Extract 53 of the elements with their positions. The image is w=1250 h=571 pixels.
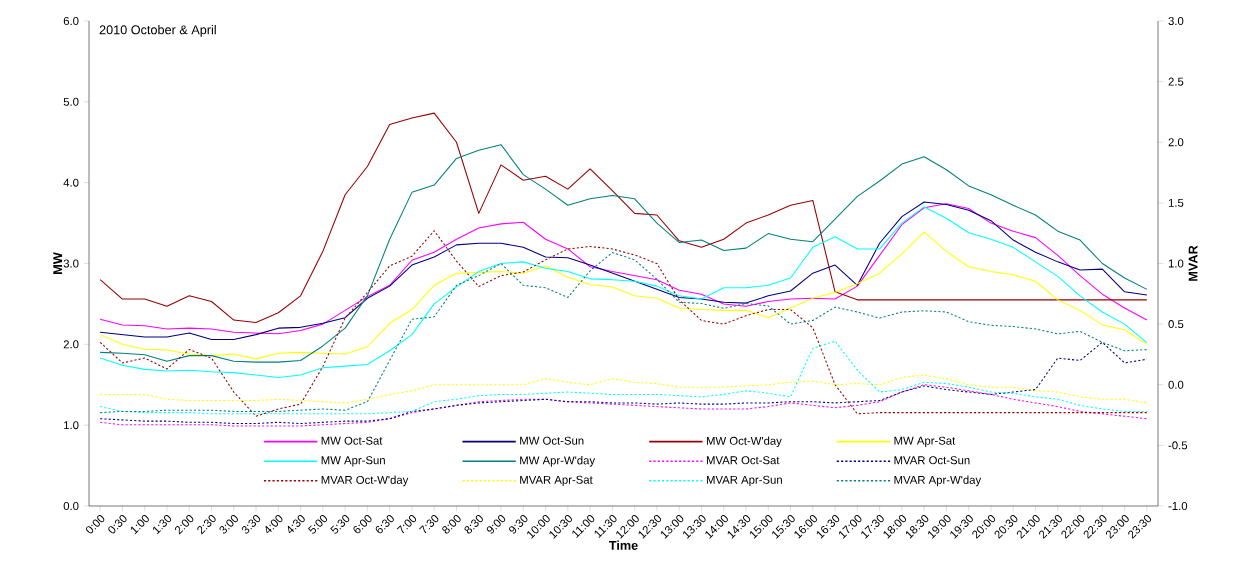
x-tick-label: 1:30 [153, 515, 172, 535]
x-tick-label: 2:30 [197, 515, 216, 535]
x-tick-label: 5:30 [330, 515, 350, 534]
y2-tick-label: -0.5 [1168, 441, 1188, 450]
y2-tick-label: 0.5 [1168, 320, 1184, 329]
y-tick-label: 2.0 [63, 340, 79, 349]
x-tick-label: 7:00 [396, 515, 417, 534]
legend-label: MVAR Oct-Sun [894, 456, 970, 465]
x-axis-title: Time [608, 540, 638, 550]
x-tick-label: 8:30 [464, 515, 483, 534]
x-tick-label: 9:00 [486, 515, 506, 534]
x-tick-label: 0:00 [86, 515, 105, 534]
y2-tick-label: 0.0 [1168, 380, 1184, 389]
chart-title: 2010 October & April [99, 24, 216, 37]
legend-label: MW Oct-W'day [706, 436, 782, 448]
x-tick-label: 3:30 [241, 515, 261, 534]
y-tick-label: 6.0 [63, 16, 79, 25]
legend-label: MW Oct-Sun [520, 436, 584, 445]
x-tick-label: 1:00 [130, 515, 149, 535]
y2-tick-label: 2.5 [1168, 77, 1184, 86]
legend-label: MW Oct-Sat [321, 436, 383, 445]
x-tick-label: 3:00 [219, 515, 238, 534]
x-tick-label: 4:00 [265, 515, 283, 534]
y2-tick-label: 1.0 [1168, 259, 1184, 268]
x-tick-label: 5:00 [308, 515, 328, 534]
legend-label: MVAR Apr-Sat [520, 475, 593, 487]
y-tick-label: 0.0 [63, 501, 79, 510]
x-tick-label: 4:30 [287, 515, 305, 534]
legend-label: MVAR Oct-Sat [706, 456, 780, 465]
legend-label: MVAR Apr-Sun [706, 475, 782, 487]
y-axis-title: MW [53, 252, 63, 274]
y-tick-label: 1.0 [64, 421, 79, 430]
line-series [99, 144, 1148, 363]
y-tick-label: 3.0 [63, 259, 79, 268]
x-tick-label: 9:30 [509, 515, 528, 534]
y2-tick-label: 1.5 [1168, 198, 1184, 207]
line-series [99, 231, 1148, 360]
legend-label: MW Apr-W'day [520, 456, 596, 467]
x-tick-label: 0:30 [108, 515, 127, 534]
legend-label: MVAR Apr-W'day [894, 475, 982, 487]
y2-tick-label: 2.0 [1168, 138, 1184, 147]
x-tick-label: 8:00 [442, 515, 461, 534]
legend-label: MW Apr-Sun [321, 456, 385, 467]
x-tick-label: 7:30 [419, 515, 439, 534]
y-tick-label: 4.0 [63, 178, 79, 187]
y2-axis-title: MVAR [1188, 245, 1198, 281]
x-tick-label: 6:30 [375, 515, 394, 534]
y2-tick-label: -1.0 [1168, 501, 1188, 510]
y-tick-label: 5.0 [63, 97, 79, 106]
x-tick-label: 6:00 [353, 515, 372, 534]
legend-label: MVAR Oct-W'day [321, 475, 409, 487]
y2-tick-label: 3.0 [1168, 17, 1184, 25]
legend-label: MW Apr-Sat [894, 436, 956, 447]
